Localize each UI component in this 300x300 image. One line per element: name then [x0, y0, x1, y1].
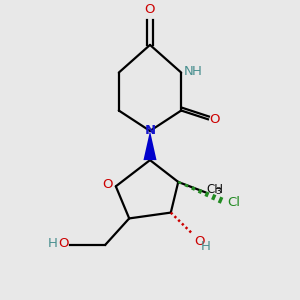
- Text: N: N: [144, 124, 156, 137]
- Polygon shape: [143, 131, 157, 160]
- Text: H: H: [48, 237, 58, 250]
- Text: O: O: [102, 178, 113, 191]
- Text: Cl: Cl: [227, 196, 240, 209]
- Text: O: O: [145, 3, 155, 16]
- Text: O: O: [58, 237, 68, 250]
- Text: O: O: [195, 235, 205, 248]
- Text: N: N: [184, 65, 194, 78]
- Text: 3: 3: [215, 187, 221, 196]
- Text: O: O: [209, 113, 220, 126]
- Text: H: H: [201, 240, 211, 253]
- Text: CH: CH: [206, 183, 224, 196]
- Text: H: H: [192, 65, 202, 78]
